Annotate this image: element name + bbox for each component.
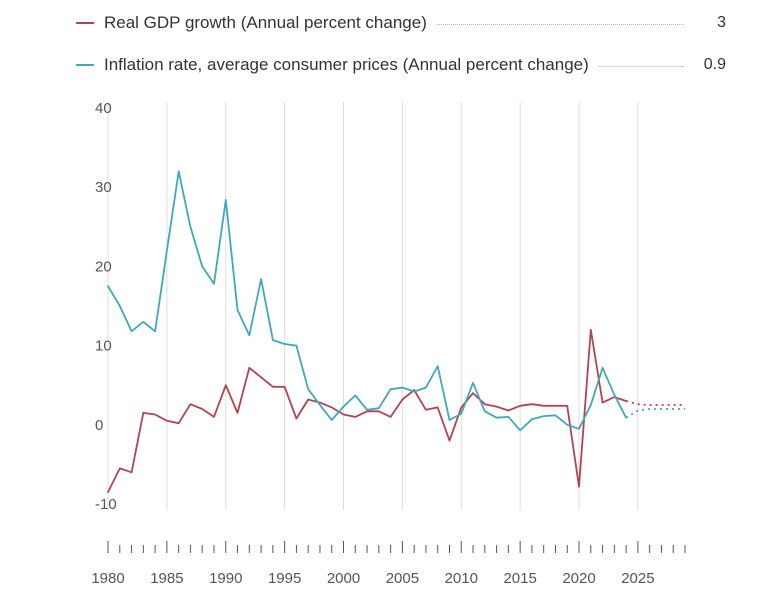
series-line-gdp bbox=[107, 328, 627, 494]
x-tick-label-2015: 2015 bbox=[503, 570, 536, 587]
y-tick-label-40: 40 bbox=[95, 100, 112, 117]
series-layer bbox=[107, 170, 685, 494]
legend-label-gdp: Real GDP growth (Annual percent change) bbox=[104, 13, 427, 32]
y-axis: 40 30 20 10 0 -10 bbox=[95, 100, 117, 513]
y-tick-label-0: 0 bbox=[95, 417, 103, 434]
y-tick-label-10: 10 bbox=[95, 338, 112, 355]
series-line-inflation bbox=[107, 170, 627, 432]
y-tick-label-neg10: -10 bbox=[95, 496, 117, 513]
x-tick-label-2010: 2010 bbox=[445, 570, 478, 587]
chart-legend: Real GDP growth (Annual percent change) … bbox=[76, 8, 726, 92]
legend-value-gdp: 3 bbox=[717, 14, 726, 31]
legend-swatch-gdp bbox=[76, 22, 94, 24]
x-tick-label-1990: 1990 bbox=[209, 570, 242, 587]
y-tick-label-30: 30 bbox=[95, 179, 112, 196]
chart-grid bbox=[107, 102, 639, 510]
legend-item-inflation[interactable]: Inflation rate, average consumer prices … bbox=[76, 50, 726, 80]
legend-label-inflation: Inflation rate, average consumer prices … bbox=[104, 55, 589, 74]
x-tick-label-1995: 1995 bbox=[268, 570, 301, 587]
x-tick-label-1980: 1980 bbox=[91, 570, 124, 587]
series-projection-gdp bbox=[625, 400, 685, 406]
y-tick-label-20: 20 bbox=[95, 258, 112, 275]
legend-leader-inflation bbox=[598, 65, 684, 67]
series-projection-inflation bbox=[625, 408, 685, 419]
x-axis: 1980 1985 1990 1995 2000 2005 2010 2015 2020 2025 bbox=[91, 541, 686, 587]
legend-swatch-inflation bbox=[76, 64, 94, 66]
legend-item-gdp[interactable]: Real GDP growth (Annual percent change) … bbox=[76, 8, 726, 38]
x-tick-label-2020: 2020 bbox=[562, 570, 595, 587]
x-tick-label-2005: 2005 bbox=[386, 570, 419, 587]
legend-leader-gdp bbox=[436, 23, 684, 25]
x-tick-label-2025: 2025 bbox=[621, 570, 654, 587]
x-tick-label-1985: 1985 bbox=[150, 570, 183, 587]
x-tick-label-2000: 2000 bbox=[327, 570, 360, 587]
legend-value-inflation: 0.9 bbox=[703, 56, 726, 73]
